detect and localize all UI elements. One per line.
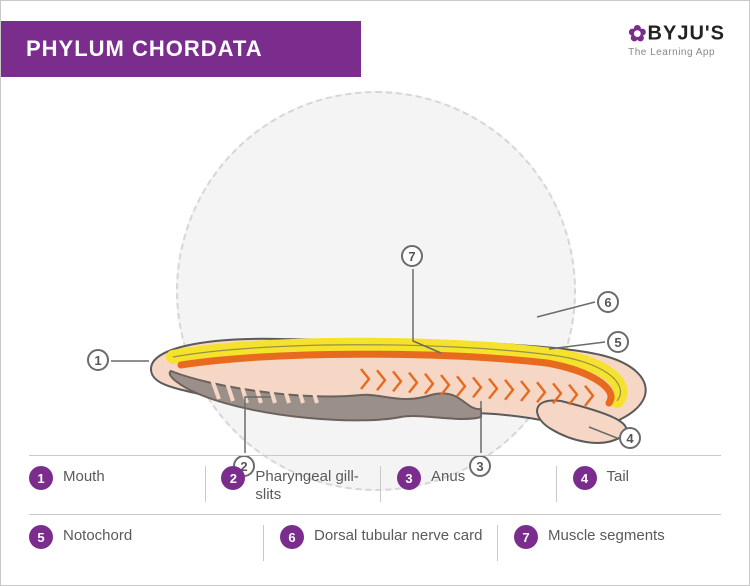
legend-text: Tail: [607, 466, 630, 486]
legend-sep: [556, 466, 557, 502]
callout-num-7: 7: [401, 245, 423, 267]
logo-sub: The Learning App: [628, 47, 725, 58]
title-text: PHYLUM CHORDATA: [26, 36, 263, 61]
callout-num-1: 1: [87, 349, 109, 371]
legend-badge: 6: [280, 525, 304, 549]
legend-badge: 5: [29, 525, 53, 549]
brand-logo: ✿BYJU'S The Learning App: [628, 21, 725, 58]
logo-flower-icon: ✿: [628, 21, 647, 46]
legend-text: Anus: [431, 466, 465, 486]
legend-item-4: 4 Tail: [556, 466, 722, 504]
logo-main-text: BYJU'S: [648, 22, 725, 44]
legend-sep: [205, 466, 206, 502]
legend-badge: 7: [514, 525, 538, 549]
callout-num-5: 5: [607, 331, 629, 353]
legend-item-2: 2 Pharyngeal gill-slits: [205, 466, 371, 504]
legend-sep: [497, 525, 498, 561]
page-title: PHYLUM CHORDATA: [1, 21, 361, 77]
legend-item-7: 7 Muscle segments: [497, 525, 721, 561]
legend-badge: 4: [573, 466, 597, 490]
legend-sep: [380, 466, 381, 502]
legend-badge: 1: [29, 466, 53, 490]
legend-text: Dorsal tubular nerve card: [314, 525, 482, 545]
legend-item-3: 3 Anus: [380, 466, 546, 504]
legend-badge: 3: [397, 466, 421, 490]
legend-sep: [263, 525, 264, 561]
legend-text: Pharyngeal gill-slits: [255, 466, 370, 504]
legend-divider-mid: [29, 514, 721, 515]
legend-badge: 2: [221, 466, 245, 490]
legend: 1 Mouth 2 Pharyngeal gill-slits 3 Anus 4 Tail 5…: [29, 445, 721, 569]
legend-item-6: 6 Dorsal tubular nerve card: [263, 525, 487, 561]
legend-item-5: 5 Notochord: [29, 525, 253, 561]
legend-item-1: 1 Mouth: [29, 466, 195, 504]
diagram-area: 1234567: [1, 81, 750, 431]
legend-text: Notochord: [63, 525, 132, 545]
logo-main: ✿BYJU'S: [628, 21, 725, 47]
legend-row-1: 1 Mouth 2 Pharyngeal gill-slits 3 Anus 4 Tail: [29, 466, 721, 504]
legend-text: Mouth: [63, 466, 105, 486]
legend-divider-top: [29, 455, 721, 456]
legend-text: Muscle segments: [548, 525, 665, 545]
legend-row-2: 5 Notochord 6 Dorsal tubular nerve card 7 Mus…: [29, 525, 721, 561]
callout-num-6: 6: [597, 291, 619, 313]
